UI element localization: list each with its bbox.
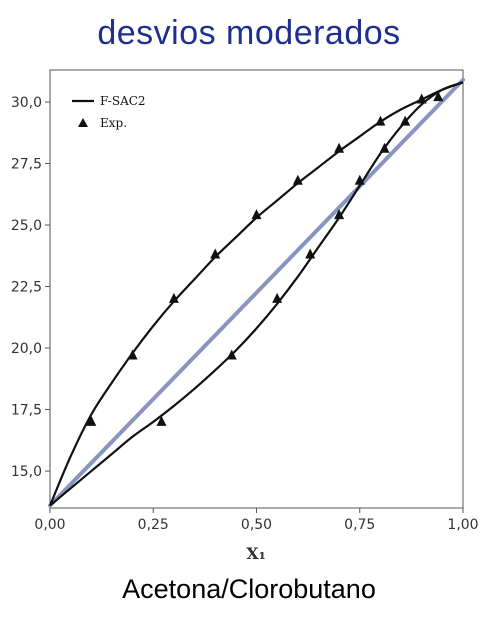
exp-point	[334, 142, 345, 153]
y-tick-label: 17,5	[11, 403, 42, 419]
chart-title: desvios moderados	[97, 14, 401, 52]
legend-label-exp: Exp.	[100, 116, 127, 130]
x-axis-title: X₁	[246, 544, 265, 563]
x-tick-label: 1,00	[447, 517, 478, 533]
exp-point	[305, 248, 316, 259]
exp-point	[156, 415, 167, 426]
y-tick-label: 27,5	[11, 157, 42, 173]
exp-point	[251, 209, 262, 220]
y-tick-label: 22,5	[11, 280, 42, 296]
model-curve-dew	[49, 81, 464, 507]
x-tick-label: 0,75	[344, 517, 375, 533]
legend-label-model: F-SAC2	[100, 94, 146, 108]
exp-point	[433, 91, 444, 102]
chart-caption: Acetona/Clorobutano	[122, 574, 376, 604]
x-tick-label: 0,50	[241, 517, 272, 533]
exp-point	[379, 142, 390, 153]
y-tick-label: 20,0	[11, 341, 42, 357]
exp-point	[354, 174, 365, 185]
exp-point	[334, 209, 345, 220]
exp-point	[168, 292, 179, 303]
ideal-line	[48, 77, 465, 508]
exp-point	[400, 115, 411, 126]
y-tick-label: 15,0	[11, 464, 42, 480]
legend-triangle-swatch	[78, 118, 88, 127]
x-tick-label: 0,00	[34, 517, 65, 533]
exp-point	[375, 115, 386, 126]
y-tick-label: 30,0	[11, 95, 42, 111]
x-tick-label: 0,25	[138, 517, 169, 533]
exp-point	[292, 174, 303, 185]
legend: F-SAC2 Exp.	[72, 94, 146, 130]
y-tick-label: 25,0	[11, 218, 42, 234]
exp-point	[226, 349, 237, 360]
exp-point	[210, 248, 221, 259]
series-layer	[48, 77, 465, 508]
axes: 0,00 0,25 0,50 0,75 1,00 15,0 17,5 20,0 22,5 25,0…	[11, 95, 479, 533]
exp-point	[86, 415, 97, 426]
exp-point	[416, 93, 427, 104]
exp-point	[272, 292, 283, 303]
exp-point	[127, 349, 138, 360]
